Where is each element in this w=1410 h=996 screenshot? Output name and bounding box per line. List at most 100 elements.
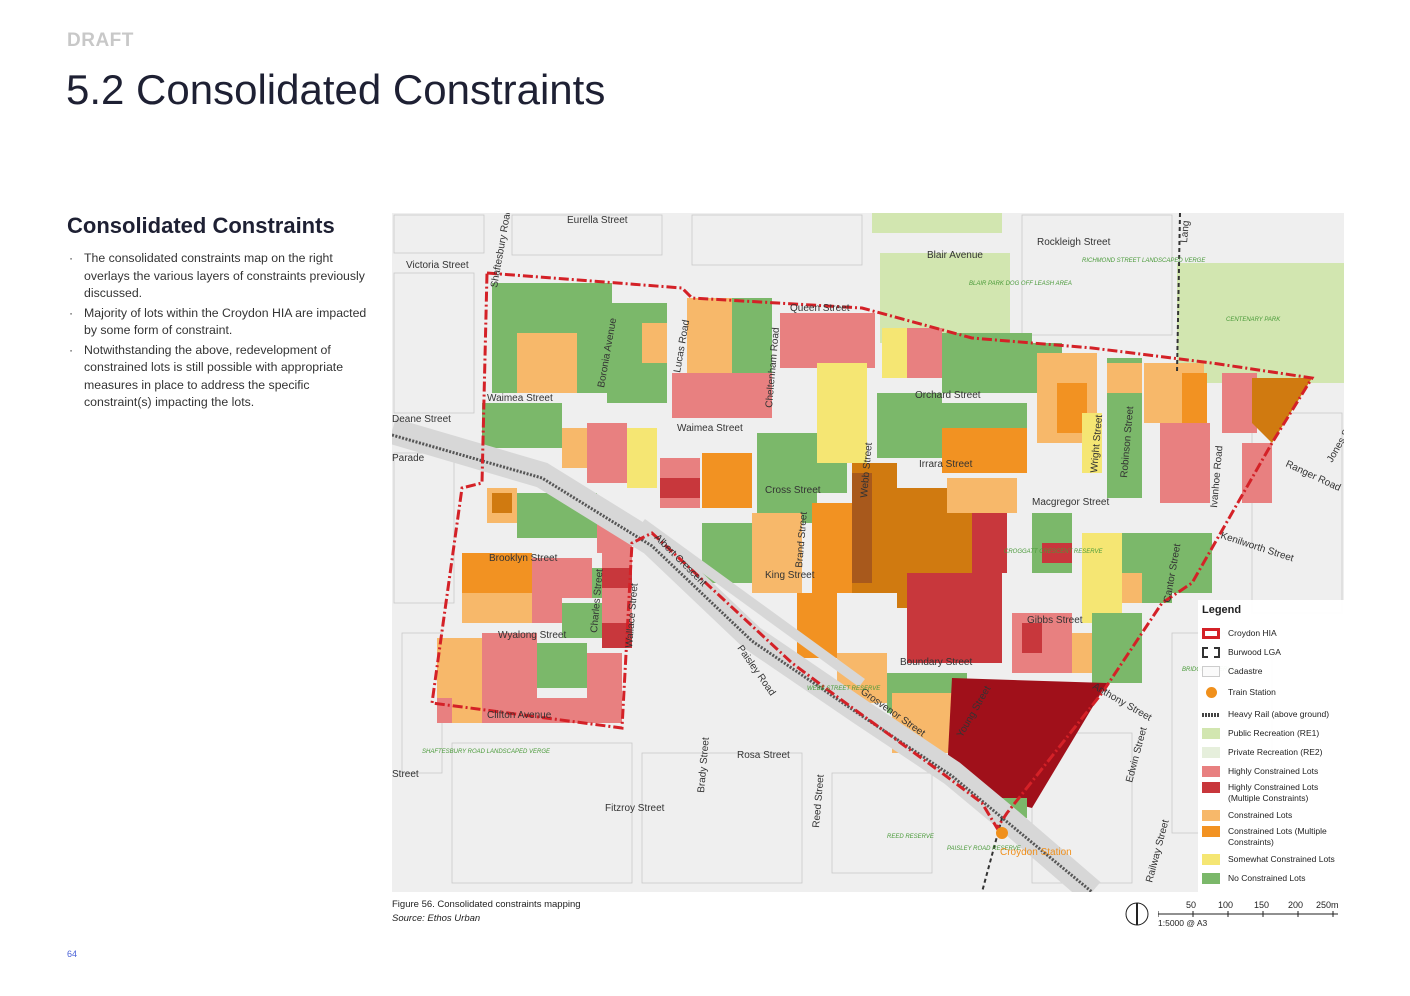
street-label: Young Street — [955, 684, 993, 739]
legend-item: Somewhat Constrained Lots — [1202, 854, 1344, 865]
street-label: Wallace Street — [624, 583, 641, 649]
street-label: Grosvenor Street — [858, 686, 927, 739]
map-labels: Eurella Street Victoria Street Shaftesbu… — [392, 213, 1344, 884]
place-label: BLAIR PARK DOG OFF LEASH AREA — [969, 281, 1072, 287]
paisley-road-line — [639, 518, 865, 688]
street-label: Boronia Avenue — [596, 317, 619, 389]
street-label: Street — [392, 769, 419, 780]
street-label: Boundary Street — [900, 657, 972, 668]
street-label: Brady Street — [696, 737, 712, 794]
scale-tick: 200 — [1288, 900, 1304, 910]
street-label: Rockleigh Street — [1037, 237, 1111, 248]
street-label: Paisley Road — [735, 643, 778, 698]
street-label: Cantor Street — [1162, 543, 1183, 604]
legend-item: Constrained Lots — [1202, 810, 1344, 821]
legend-item: Highly Constrained Lots (Multiple Constr… — [1202, 782, 1344, 804]
station-marker[interactable] — [996, 827, 1008, 839]
legend-item: Highly Constrained Lots — [1202, 766, 1344, 777]
street-label: Blair Avenue — [927, 250, 983, 261]
street-label: Rosa Street — [737, 750, 790, 761]
street-label: Wyalong Street — [498, 630, 566, 641]
place-label: RICHMOND STREET LANDSCAPED VERGE — [1082, 258, 1206, 264]
north-arrow-icon — [1125, 902, 1149, 926]
street-label: Parade — [392, 453, 425, 464]
legend-item: Croydon HIA — [1202, 628, 1344, 639]
scale-bar: 50 100 150 200 250m 1:5000 @ A3 — [1124, 898, 1346, 932]
street-label: Brooklyn Street — [489, 553, 558, 564]
legend-label: Heavy Rail (above ground) — [1228, 709, 1330, 719]
constrained-multi-swatch — [1202, 826, 1220, 837]
highly-swatch — [1202, 766, 1220, 777]
lga-boundary — [1176, 213, 1181, 374]
street-label: Charles Street — [589, 568, 606, 633]
map-legend: Legend Croydon HIA Burwood LGA Cadastre … — [1198, 600, 1344, 892]
street-label: Deane Street — [392, 414, 451, 425]
map-canvas — [392, 213, 1344, 892]
constraints-map[interactable]: Eurella Street Victoria Street Shaftesbu… — [392, 213, 1344, 892]
page-title: 5.2 Consolidated Constraints — [66, 66, 606, 113]
legend-item: Train Station — [1202, 687, 1344, 698]
legend-item: Burwood LGA — [1202, 647, 1344, 658]
legend-label: Somewhat Constrained Lots — [1228, 854, 1335, 864]
street-label: Brand Street — [794, 511, 810, 568]
street-label: Lucas Road — [672, 319, 692, 373]
hia-swatch — [1202, 628, 1220, 639]
street-label: Fitzroy Street — [605, 803, 665, 814]
legend-label: Burwood LGA — [1228, 647, 1281, 657]
legend-label: Highly Constrained Lots — [1228, 766, 1319, 776]
legend-item: No Constrained Lots — [1202, 873, 1344, 884]
street-label: Reed Street — [811, 774, 827, 828]
street-label: Kenilworth Street — [1219, 530, 1295, 564]
legend-label: Private Recreation (RE2) — [1228, 747, 1323, 757]
re1-swatch — [1202, 728, 1220, 739]
street-label: Eurella Street — [567, 215, 628, 226]
constrained-swatch — [1202, 810, 1220, 821]
place-label: PAISLEY ROAD RESERVE — [947, 846, 1022, 852]
figure-title: Figure 56. Consolidated constraints mapp… — [392, 899, 581, 910]
street-label: Edwin Street — [1124, 726, 1149, 784]
street-label: Cross Street — [765, 485, 821, 496]
train-station-icon — [1202, 687, 1220, 698]
street-label: Cheltenham Road — [764, 327, 782, 408]
highly-multi-swatch — [1202, 782, 1220, 793]
scale-tick: 150 — [1254, 900, 1270, 910]
somewhat-swatch — [1202, 854, 1220, 865]
scale-ratio: 1:5000 @ A3 — [1158, 918, 1208, 928]
street-label: Waimea Street — [677, 423, 743, 434]
street-label: Lang — [1179, 220, 1192, 243]
rail-corridor — [392, 418, 1101, 892]
figure-caption: Figure 56. Consolidated constraints mapp… — [392, 898, 581, 926]
scale-tick: 250m — [1316, 900, 1339, 910]
lga-swatch — [1202, 647, 1220, 658]
legend-label: Constrained Lots (Multiple Constraints) — [1228, 826, 1327, 847]
lga-boundary-south — [981, 817, 1003, 892]
street-label: King Street — [765, 570, 815, 581]
legend-item: Heavy Rail (above ground) — [1202, 709, 1344, 720]
heavy-rail — [392, 433, 1093, 892]
legend-label: Croydon HIA — [1228, 628, 1277, 638]
legend-label: Public Recreation (RE1) — [1228, 728, 1320, 738]
street-label: Webb Street — [859, 442, 875, 498]
street-label: Orchard Street — [915, 390, 981, 401]
place-label: CENTENARY PARK — [1226, 317, 1281, 323]
legend-label: No Constrained Lots — [1228, 873, 1306, 883]
bullet-item: The consolidated constraints map on the … — [67, 250, 372, 303]
bullet-item: Notwithstanding the above, redevelopment… — [67, 342, 372, 412]
legend-item: Private Recreation (RE2) — [1202, 747, 1344, 758]
scale-line — [1158, 911, 1338, 917]
legend-label: Cadastre — [1228, 666, 1263, 676]
bullet-item: Majority of lots within the Croydon HIA … — [67, 305, 372, 340]
street-label: Gibbs Street — [1027, 615, 1083, 626]
street-label: Anthony Street — [1091, 681, 1154, 724]
section-subtitle: Consolidated Constraints — [67, 213, 335, 238]
legend-title: Legend — [1202, 604, 1242, 616]
street-label: Waimea Street — [487, 393, 553, 404]
draft-watermark: DRAFT — [67, 30, 134, 51]
scale-tick: 50 — [1186, 900, 1197, 910]
street-label: Wright Street — [1089, 414, 1105, 473]
legend-label: Train Station — [1228, 687, 1276, 697]
scale-tick: 100 — [1218, 900, 1234, 910]
re2-swatch — [1202, 747, 1220, 758]
street-label: Albert Crescent — [652, 532, 709, 589]
legend-item: Cadastre — [1202, 666, 1344, 677]
